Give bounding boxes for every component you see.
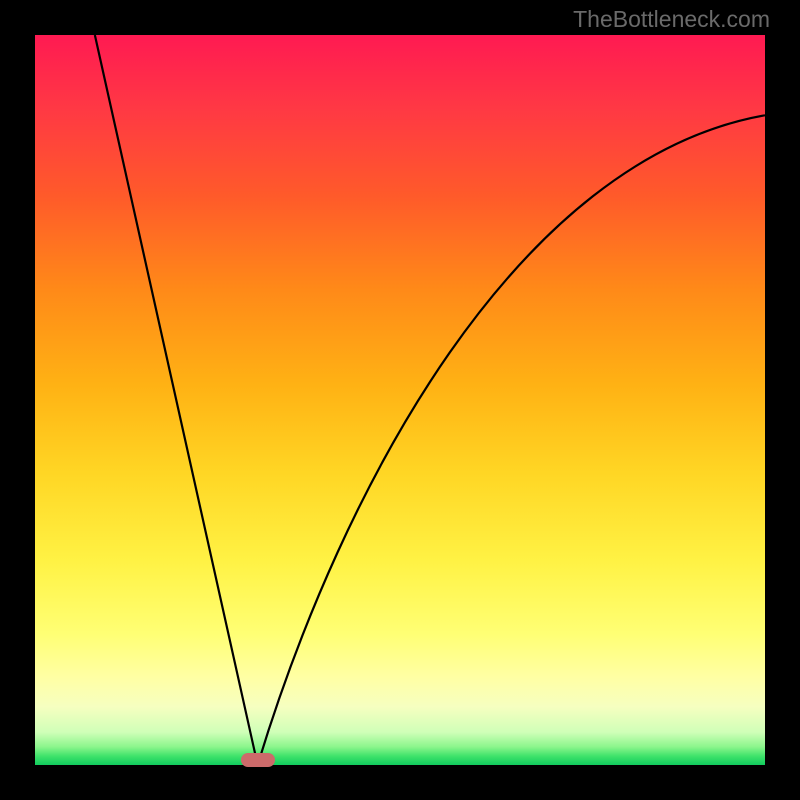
- optimal-point-marker: [241, 753, 275, 767]
- watermark-text: TheBottleneck.com: [573, 6, 770, 33]
- bottleneck-curve: [35, 35, 765, 765]
- plot-area: [35, 35, 765, 765]
- chart-container: TheBottleneck.com: [0, 0, 800, 800]
